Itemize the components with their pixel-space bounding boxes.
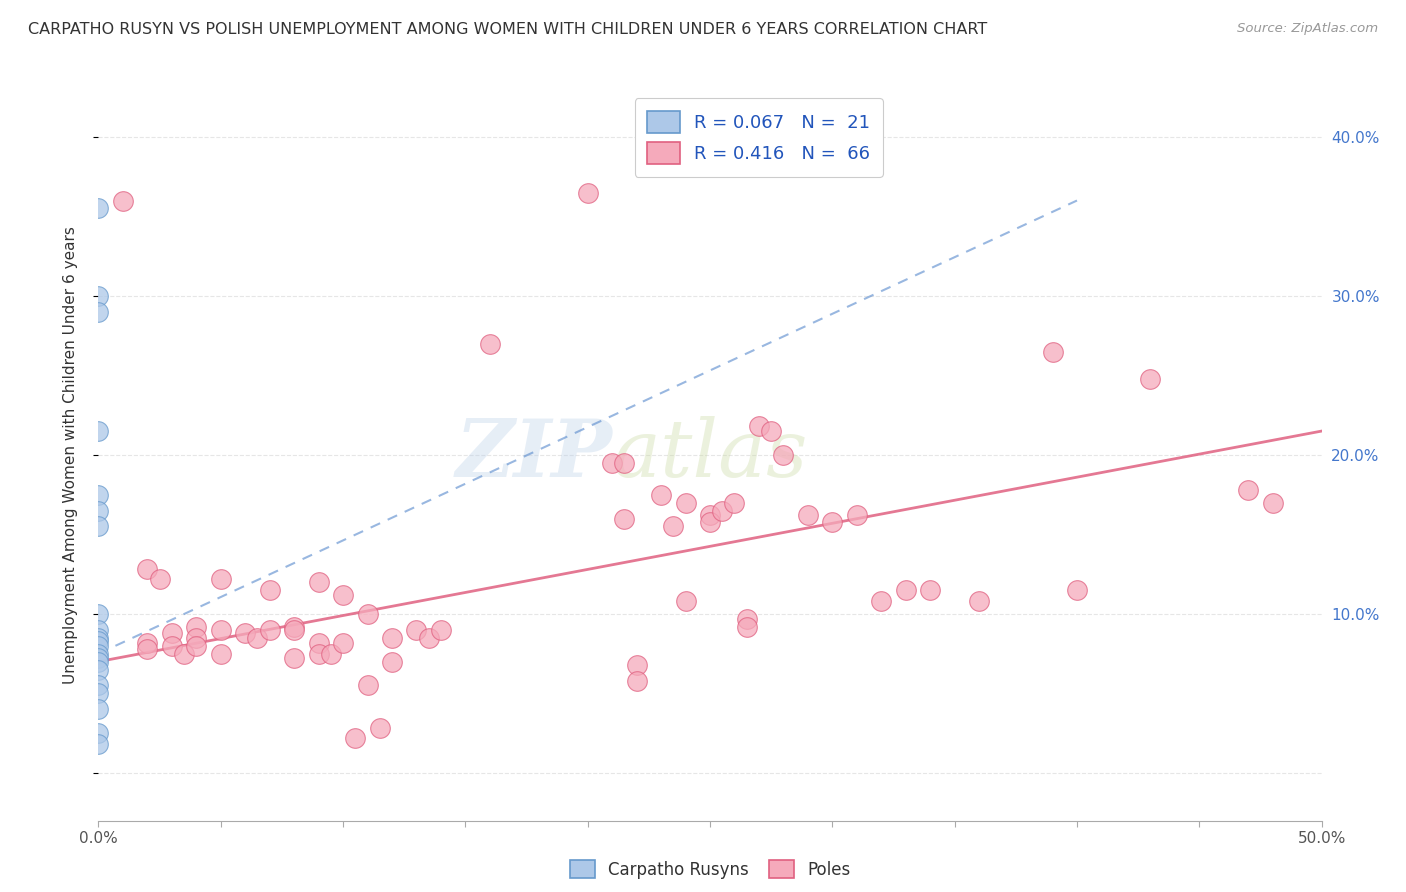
Point	[772, 448, 794, 462]
Point	[405, 623, 427, 637]
Point	[332, 588, 354, 602]
Point	[87, 663, 110, 677]
Text: Source: ZipAtlas.com: Source: ZipAtlas.com	[1237, 22, 1378, 36]
Point	[209, 623, 232, 637]
Point	[478, 336, 501, 351]
Point	[711, 503, 734, 517]
Point	[735, 620, 758, 634]
Point	[1066, 583, 1088, 598]
Point	[368, 722, 391, 736]
Point	[87, 488, 110, 502]
Point	[418, 631, 440, 645]
Point	[87, 651, 110, 665]
Point	[381, 631, 404, 645]
Point	[735, 612, 758, 626]
Point	[576, 186, 599, 200]
Point	[650, 488, 672, 502]
Point	[283, 651, 305, 665]
Point	[87, 647, 110, 661]
Point	[233, 626, 256, 640]
Point	[675, 594, 697, 608]
Point	[613, 511, 636, 525]
Point	[209, 572, 232, 586]
Point	[967, 594, 990, 608]
Point	[209, 647, 232, 661]
Point	[356, 607, 378, 621]
Point	[1261, 495, 1284, 509]
Point	[613, 456, 636, 470]
Point	[87, 623, 110, 637]
Point	[87, 726, 110, 740]
Point	[186, 639, 208, 653]
Point	[1237, 483, 1260, 497]
Point	[344, 731, 367, 745]
Point	[308, 635, 330, 649]
Point	[87, 634, 110, 648]
Point	[87, 655, 110, 669]
Point	[748, 419, 770, 434]
Point	[675, 495, 697, 509]
Point	[894, 583, 917, 598]
Point	[356, 678, 378, 692]
Point	[87, 639, 110, 653]
Point	[761, 424, 783, 438]
Point	[111, 194, 134, 208]
Point	[87, 678, 110, 692]
Point	[136, 562, 159, 576]
Point	[920, 583, 942, 598]
Point	[87, 686, 110, 700]
Point	[246, 631, 269, 645]
Point	[186, 620, 208, 634]
Point	[626, 673, 648, 688]
Point	[160, 626, 183, 640]
Point	[136, 635, 159, 649]
Point	[259, 623, 281, 637]
Point	[797, 508, 820, 523]
Point	[87, 519, 110, 533]
Point	[699, 515, 721, 529]
Point	[1139, 371, 1161, 385]
Point	[723, 495, 745, 509]
Point	[136, 641, 159, 656]
Text: atlas: atlas	[612, 417, 807, 493]
Point	[283, 620, 305, 634]
Point	[87, 289, 110, 303]
Text: CARPATHO RUSYN VS POLISH UNEMPLOYMENT AMONG WOMEN WITH CHILDREN UNDER 6 YEARS CO: CARPATHO RUSYN VS POLISH UNEMPLOYMENT AM…	[28, 22, 987, 37]
Point	[1042, 344, 1064, 359]
Text: ZIP: ZIP	[456, 417, 612, 493]
Point	[430, 623, 453, 637]
Point	[186, 631, 208, 645]
Point	[87, 631, 110, 645]
Point	[87, 737, 110, 751]
Point	[845, 508, 868, 523]
Point	[332, 635, 354, 649]
Point	[308, 647, 330, 661]
Point	[600, 456, 623, 470]
Point	[87, 424, 110, 438]
Point	[160, 639, 183, 653]
Point	[87, 607, 110, 621]
Point	[87, 503, 110, 517]
Legend: Carpatho Rusyns, Poles: Carpatho Rusyns, Poles	[562, 854, 858, 886]
Point	[870, 594, 893, 608]
Point	[699, 508, 721, 523]
Point	[821, 515, 844, 529]
Y-axis label: Unemployment Among Women with Children Under 6 years: Unemployment Among Women with Children U…	[63, 226, 77, 684]
Point	[173, 647, 195, 661]
Point	[87, 305, 110, 319]
Point	[626, 657, 648, 672]
Point	[87, 202, 110, 216]
Point	[283, 623, 305, 637]
Point	[662, 519, 685, 533]
Point	[381, 655, 404, 669]
Point	[149, 572, 172, 586]
Point	[319, 647, 342, 661]
Point	[87, 702, 110, 716]
Point	[259, 583, 281, 598]
Point	[308, 575, 330, 590]
